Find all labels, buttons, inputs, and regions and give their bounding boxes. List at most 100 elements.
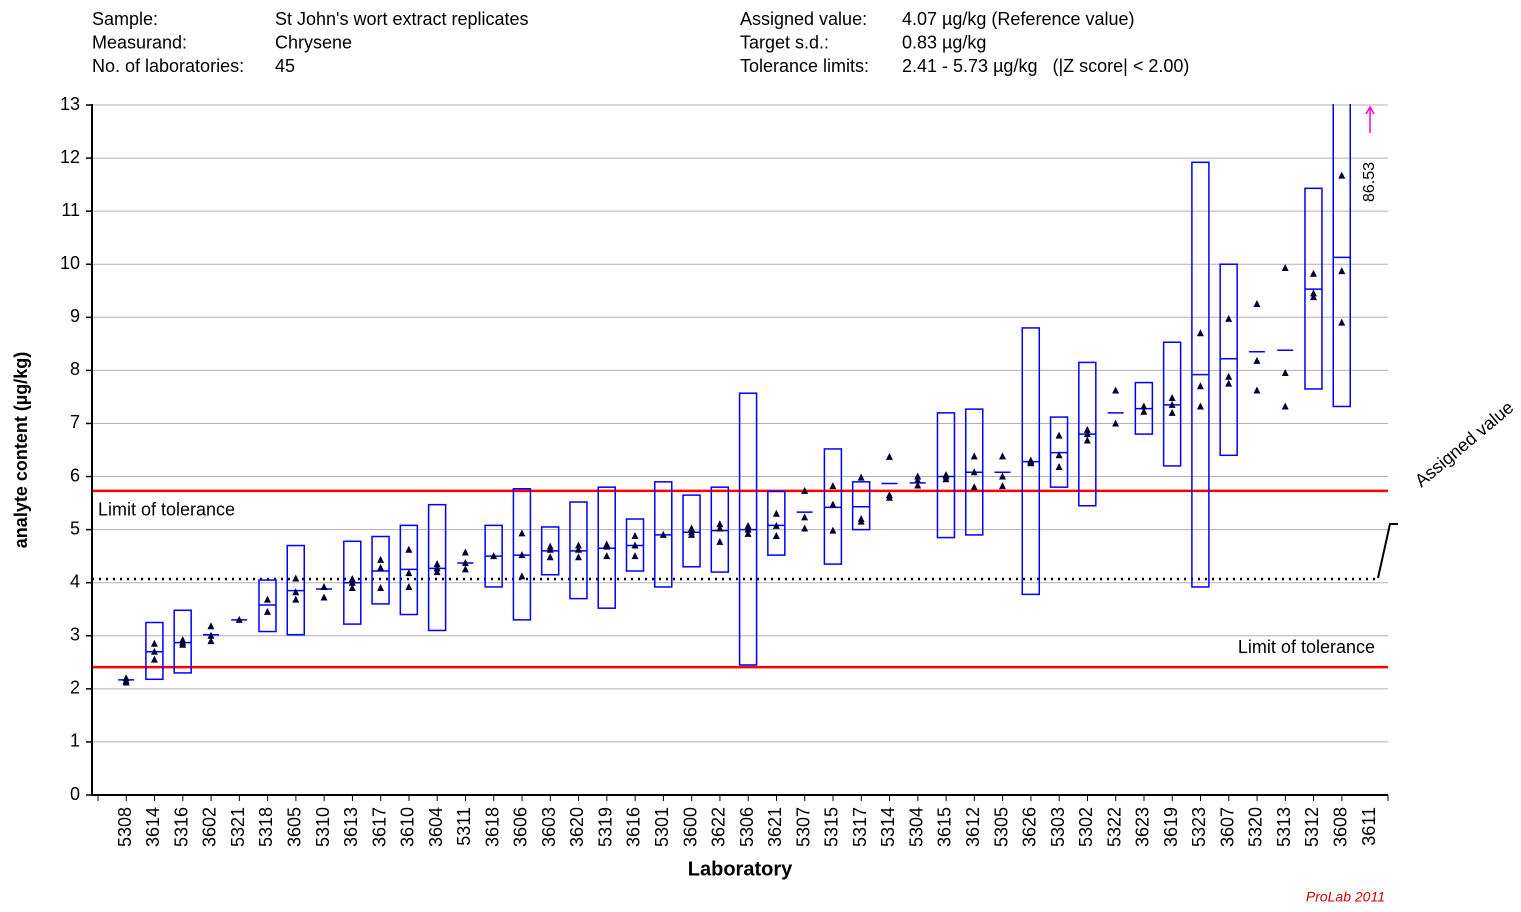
replicate-marker [744, 525, 752, 533]
replicate-marker [603, 552, 611, 560]
replicate-marker [801, 513, 809, 521]
x-tick-label: 5319 [595, 807, 615, 847]
x-tick-label: 5312 [1302, 807, 1322, 847]
y-tick-label: 10 [60, 253, 80, 273]
range-box [1191, 161, 1210, 588]
range-box [343, 540, 362, 625]
replicate-marker [1140, 407, 1148, 415]
replicate-marker [348, 584, 356, 591]
replicate-marker [716, 520, 724, 528]
replicate-marker [461, 548, 469, 556]
replicate-marker [1309, 293, 1317, 301]
replicate-marker [1196, 402, 1204, 410]
y-tick-label: 11 [61, 200, 80, 220]
replicate-marker [1168, 400, 1176, 408]
range-box [145, 621, 164, 681]
x-tick-label: 3608 [1330, 807, 1350, 847]
replicate-marker [405, 582, 413, 590]
replicate-marker [433, 564, 441, 572]
range-box [286, 544, 306, 636]
replicate-marker [914, 481, 922, 489]
x-tick-label: 3600 [680, 807, 700, 847]
x-tick-label: 3611 [1359, 807, 1379, 846]
x-tick-label: 3610 [398, 807, 418, 847]
replicate-marker [801, 524, 809, 532]
replicate-marker [150, 639, 158, 647]
replicate-marker [1196, 329, 1204, 337]
x-tick-label: 3623 [1133, 807, 1153, 847]
replicate-marker [518, 551, 526, 559]
footer: ProLab 2011 [1306, 889, 1385, 905]
replicate-marker [1253, 356, 1261, 364]
range-box [569, 501, 588, 600]
replicate-marker [857, 517, 865, 525]
y-tick-label: 6 [70, 465, 80, 485]
header-label: Sample: [92, 9, 158, 29]
replicate-marker [942, 475, 950, 483]
range-box [597, 486, 616, 609]
y-tick-label: 1 [70, 731, 80, 751]
range-box [399, 524, 419, 616]
range-box [1078, 361, 1097, 507]
replicate-marker [1196, 382, 1204, 390]
replicate-marker [235, 615, 243, 623]
replicate-marker [1225, 372, 1233, 380]
range-box [1021, 327, 1041, 596]
y-tick-label: 0 [70, 784, 80, 804]
x-tick-label: 5302 [1076, 807, 1096, 847]
replicate-marker [1055, 431, 1063, 439]
replicate-marker [999, 452, 1007, 460]
replicate-marker [263, 595, 271, 603]
header-value: St John's wort extract replicates [275, 9, 529, 29]
x-tick-label: 3626 [1020, 807, 1040, 847]
replicate-marker [461, 559, 469, 567]
x-tick-label: 3617 [369, 807, 389, 847]
x-tick-label: 3616 [624, 807, 644, 847]
replicate-marker [1309, 289, 1317, 297]
replicate-marker [1083, 425, 1091, 433]
replicate-marker [1253, 300, 1261, 308]
replicate-marker [405, 569, 413, 577]
replicate-marker [320, 582, 328, 590]
x-tick-label: 3604 [426, 807, 446, 847]
x-tick-label: 5310 [313, 807, 333, 847]
replicate-marker [546, 545, 554, 553]
range-box [173, 609, 192, 674]
x-tick-label: 5316 [171, 807, 191, 847]
y-tick-label: 8 [70, 359, 80, 379]
x-axis-title: Laboratory [688, 858, 793, 880]
x-tick-label: 5311 [454, 807, 474, 846]
replicate-marker [603, 542, 611, 550]
replicate-marker [688, 530, 696, 538]
replicate-marker [207, 637, 215, 645]
replicate-marker [263, 607, 271, 615]
replicate-marker [574, 553, 582, 561]
replicate-marker [744, 529, 752, 537]
replicate-marker [631, 531, 639, 539]
replicate-marker [1225, 379, 1233, 387]
y-tick-label: 5 [70, 518, 80, 538]
x-tick-label: 3607 [1217, 807, 1237, 847]
replicate-marker [801, 486, 809, 494]
replicate-marker [1083, 436, 1091, 444]
x-tick-label: 5323 [1189, 807, 1209, 847]
x-tick-label: 5320 [1246, 807, 1266, 847]
x-tick-label: 3612 [963, 807, 983, 847]
x-tick-label: 5317 [850, 807, 870, 847]
off-scale-arrow [1365, 105, 1375, 133]
x-tick-label: 3614 [143, 807, 163, 847]
replicate-marker [1083, 430, 1091, 438]
replicate-marker [518, 529, 526, 537]
range-box [258, 579, 277, 633]
replicate-marker [970, 483, 978, 491]
limit-label: Limit of tolerance [1238, 637, 1375, 657]
replicate-marker [207, 631, 215, 639]
x-tick-label: 5308 [115, 807, 135, 847]
assigned-leader [1377, 523, 1398, 579]
y-tick-label: 3 [70, 625, 80, 645]
replicate-marker [1253, 386, 1261, 394]
x-tick-label: 5304 [906, 807, 926, 847]
replicate-marker [772, 509, 780, 517]
header-label: Target s.d.: [740, 32, 829, 52]
header-label: Assigned value: [740, 9, 867, 29]
